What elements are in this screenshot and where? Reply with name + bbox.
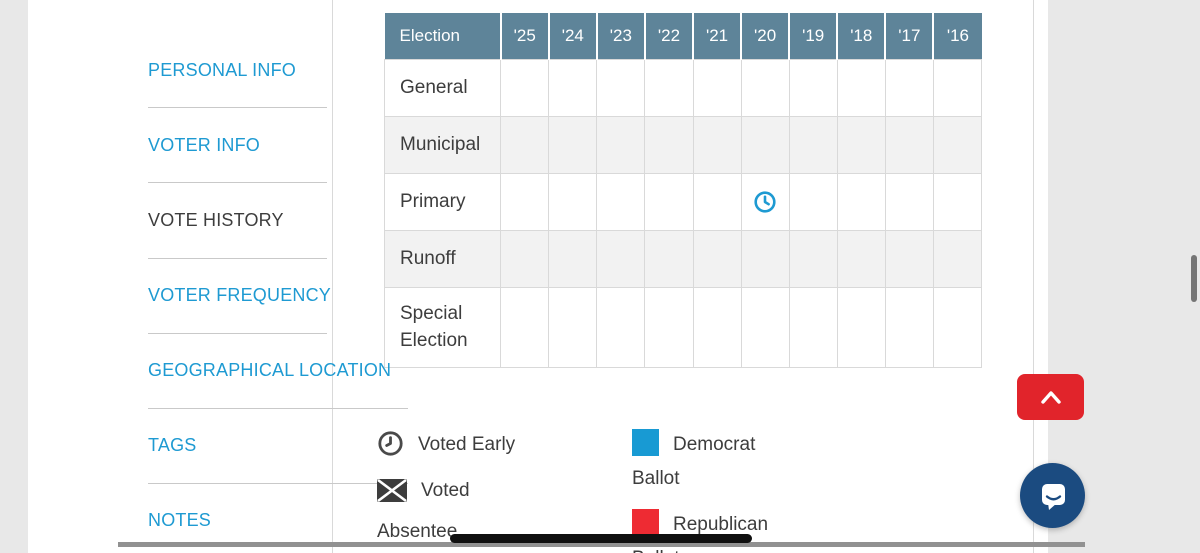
sidebar-divider (148, 483, 408, 484)
sidebar-separator-line (332, 0, 333, 553)
content-right-border (1033, 0, 1034, 553)
row-label: Special Election (383, 286, 502, 368)
sidebar-divider (148, 107, 327, 108)
legend-label: Voted Absentee (377, 480, 470, 542)
chevron-up-icon (1040, 391, 1061, 404)
scroll-to-top-button[interactable] (1017, 374, 1084, 420)
column-header-year: '18 (836, 13, 886, 59)
sidebar-divider (148, 258, 327, 259)
chat-bubble-icon (1041, 483, 1065, 510)
horizontal-scrollbar-thumb[interactable] (450, 534, 752, 543)
envelope-icon (377, 478, 407, 515)
column-header-election: Election (384, 13, 501, 59)
table-header-row: Election '25 '24 '23 '22 '21 '20 '19 '18… (384, 13, 982, 59)
table-row: Primary (383, 172, 983, 231)
sidebar-item-notes[interactable]: NOTES (148, 510, 212, 530)
voted-early-clock-icon (754, 190, 776, 213)
sidebar-divider (148, 333, 327, 334)
legend-voted-early: Voted Early (377, 428, 549, 469)
column-header-year: '25 (499, 13, 549, 59)
sidebar-item-vote-history[interactable]: VOTE HISTORY (148, 210, 284, 230)
column-header-year: '24 (547, 13, 597, 59)
column-header-year: '16 (932, 13, 982, 59)
sidebar-item-personal-info[interactable]: PERSONAL INFO (148, 60, 296, 80)
sidebar-item-geographical-location[interactable]: GEOGRAPHICAL LOCATION (148, 360, 392, 380)
column-header-year: '20 (740, 13, 790, 59)
vote-cell-primary-20 (740, 172, 790, 231)
vote-history-table: Election '25 '24 '23 '22 '21 '20 '19 '18… (383, 13, 983, 368)
democrat-color-swatch (632, 429, 659, 456)
legend-voted-absentee: Voted Absentee (377, 474, 549, 549)
row-label: General (383, 58, 502, 117)
column-header-year: '17 (884, 13, 934, 59)
legend-label: Voted Early (418, 434, 516, 455)
legend-label: Democrat Ballot (632, 434, 756, 489)
column-header-year: '22 (643, 13, 693, 59)
table-row: Municipal (383, 115, 983, 174)
sidebar-item-voter-info[interactable]: VOTER INFO (148, 135, 261, 155)
section-bottom-bar (118, 542, 1085, 547)
vertical-scrollbar-thumb[interactable] (1191, 255, 1197, 302)
column-header-year: '19 (788, 13, 838, 59)
table-row: Special Election (383, 286, 983, 368)
republican-color-swatch (632, 509, 659, 536)
column-header-year: '21 (691, 13, 742, 59)
row-label: Municipal (383, 115, 502, 174)
row-label: Runoff (383, 229, 502, 288)
column-header-year: '23 (595, 13, 645, 59)
table-row: General (383, 58, 983, 117)
sidebar-divider (148, 182, 327, 183)
chat-widget-button[interactable] (1020, 463, 1085, 528)
table-row: Runoff (383, 229, 983, 288)
sidebar-divider (148, 408, 408, 409)
legend-democrat-ballot: Democrat Ballot (632, 428, 794, 496)
sidebar-item-voter-frequency[interactable]: VOTER FREQUENCY (148, 285, 332, 305)
row-label: Primary (383, 172, 502, 231)
legend-label: Republican Ballot (632, 514, 769, 553)
clock-icon (377, 430, 404, 469)
sidebar-item-tags[interactable]: TAGS (148, 435, 197, 455)
legend-republican-ballot: Republican Ballot (632, 508, 814, 553)
